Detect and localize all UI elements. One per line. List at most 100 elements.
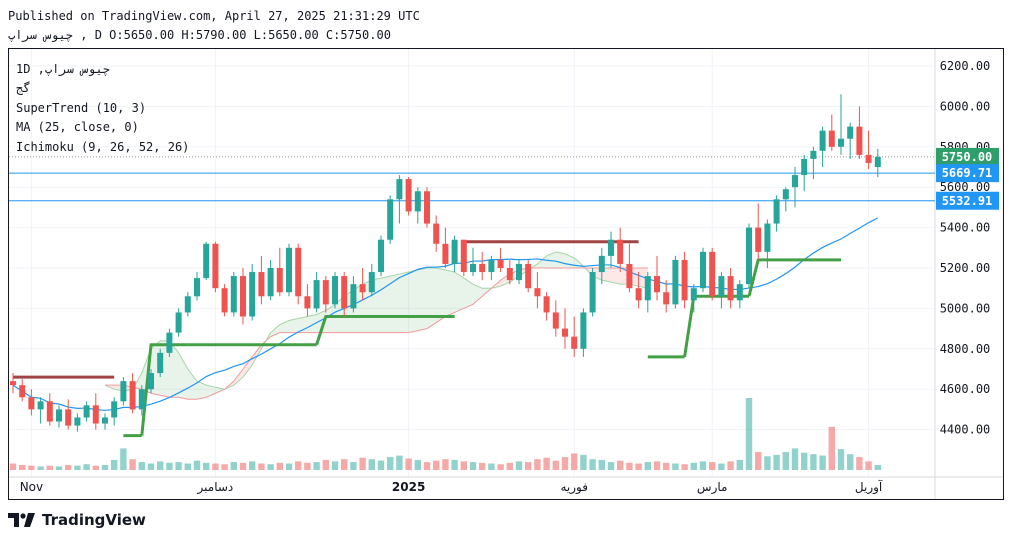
- candle-body: [580, 312, 587, 349]
- volume-bar: [442, 459, 449, 470]
- volume-bar: [672, 463, 679, 470]
- candle-body: [56, 409, 62, 422]
- volume-bar: [74, 465, 81, 470]
- candle-body: [258, 272, 265, 297]
- candle-body: [74, 417, 81, 426]
- candle-body: [654, 276, 660, 293]
- ohlc-readout: چیوس سراپ , D O:5650.00 H:5790.00 L:5650…: [8, 28, 391, 42]
- chart-frame[interactable]: 6200.00 6000.00 5800.00 5600.00 5400.00 5200.…: [8, 48, 1004, 500]
- cloud-segment: [243, 356, 253, 378]
- volume-bar: [203, 462, 210, 470]
- candle-body: [387, 199, 394, 240]
- tradingview-logo[interactable]: TradingView: [8, 511, 146, 529]
- volume-bar: [212, 463, 219, 470]
- cloud-segment: [555, 251, 565, 268]
- cloud-segment: [436, 268, 446, 323]
- volume-bar: [230, 462, 237, 470]
- candle-body: [166, 332, 173, 353]
- candle-body: [396, 179, 403, 200]
- volume-bar: [37, 466, 44, 470]
- volume-bar: [828, 426, 835, 470]
- candle-body: [120, 381, 127, 402]
- candle-body: [727, 276, 734, 301]
- volume-bar: [111, 459, 118, 470]
- chart-legend: 1D ,چیوس سراپ گج SuperTrend (10, 3) MA (…: [16, 60, 189, 157]
- cloud-segment: [362, 280, 372, 333]
- volume-bar: [193, 460, 201, 470]
- volume-bar: [580, 454, 587, 470]
- supertrend-segment-4: [315, 314, 446, 346]
- candle-body: [617, 239, 624, 264]
- level-tag-0-bg: [936, 164, 999, 183]
- cloud-segment: [537, 255, 547, 268]
- candle-body: [83, 405, 90, 418]
- cloud-segment: [390, 274, 400, 333]
- level-tag-1: 5532.91: [942, 194, 993, 208]
- candle-body: [470, 263, 476, 273]
- volume-bar: [83, 464, 90, 470]
- cloud-segment: [307, 314, 317, 333]
- volume-bar: [727, 461, 734, 470]
- candle-body: [276, 268, 283, 293]
- volume-bar: [810, 454, 817, 470]
- candle-body: [865, 154, 872, 163]
- candle-body: [148, 373, 154, 390]
- volume-bar: [304, 462, 311, 470]
- volume-bar: [571, 453, 578, 470]
- cloud-segment: [445, 270, 455, 317]
- volume-bar: [276, 462, 283, 470]
- candle-body: [111, 401, 118, 418]
- candle-body: [874, 156, 881, 167]
- candle-body: [129, 381, 136, 410]
- cloud-segment: [454, 272, 464, 313]
- volume-bar: [9, 463, 17, 470]
- price-chart[interactable]: 6200.006000.005800.005600.005400.005200.…: [9, 49, 1003, 499]
- candle-body: [497, 259, 504, 268]
- cloud-segment: [197, 381, 207, 400]
- candle-body: [378, 239, 384, 273]
- candle-body: [718, 276, 725, 297]
- candle-body: [102, 417, 108, 424]
- volume-bar: [350, 462, 357, 470]
- volume-bar: [405, 458, 412, 470]
- volume-bar: [46, 465, 53, 470]
- x-tick-label: 2025: [392, 480, 425, 494]
- volume-bar: [663, 462, 670, 470]
- y-tick-label: 5000.00: [940, 301, 991, 315]
- published-info: Published on TradingView.com, April 27, …: [8, 9, 420, 23]
- candle-body: [690, 288, 697, 301]
- candle-body: [598, 255, 605, 273]
- candle-body: [240, 276, 246, 317]
- cloud-segment: [417, 268, 427, 331]
- x-tick-label: فوریه: [560, 480, 588, 495]
- candle-body: [755, 227, 762, 252]
- y-tick-label: 4800.00: [940, 342, 991, 356]
- legend-ichimoku[interactable]: Ichimoku (9, 26, 52, 26): [16, 139, 190, 154]
- candle-body: [157, 352, 164, 374]
- volume-bar: [157, 461, 164, 470]
- y-tick-label: 4400.00: [940, 423, 991, 437]
- legend-supertrend[interactable]: SuperTrend (10, 3): [16, 100, 147, 115]
- volume-bar: [589, 459, 596, 470]
- volume-bar: [341, 459, 348, 470]
- last-price-tag: 5750.00: [942, 150, 993, 164]
- supertrend-segment-9: [747, 258, 841, 297]
- candle-body: [506, 268, 513, 281]
- legend-ma[interactable]: MA (25, close, 0): [16, 120, 139, 135]
- volume-bar: [138, 462, 145, 470]
- volume-bar: [184, 463, 191, 470]
- cloud-segment: [325, 304, 335, 333]
- volume-bar: [681, 464, 688, 470]
- candle-body: [589, 272, 596, 313]
- candle-body: [681, 259, 688, 301]
- candle-body: [313, 280, 320, 309]
- volume-bar: [101, 464, 109, 470]
- legend-symbol[interactable]: 1D ,چیوس سراپ: [16, 62, 110, 76]
- volume-bar: [819, 455, 826, 470]
- candle-body: [37, 401, 44, 410]
- candle-body: [552, 312, 559, 329]
- volume-bar: [414, 459, 421, 470]
- volume-bar: [755, 452, 762, 470]
- candle-body: [644, 276, 651, 301]
- cloud-segment: [463, 278, 473, 309]
